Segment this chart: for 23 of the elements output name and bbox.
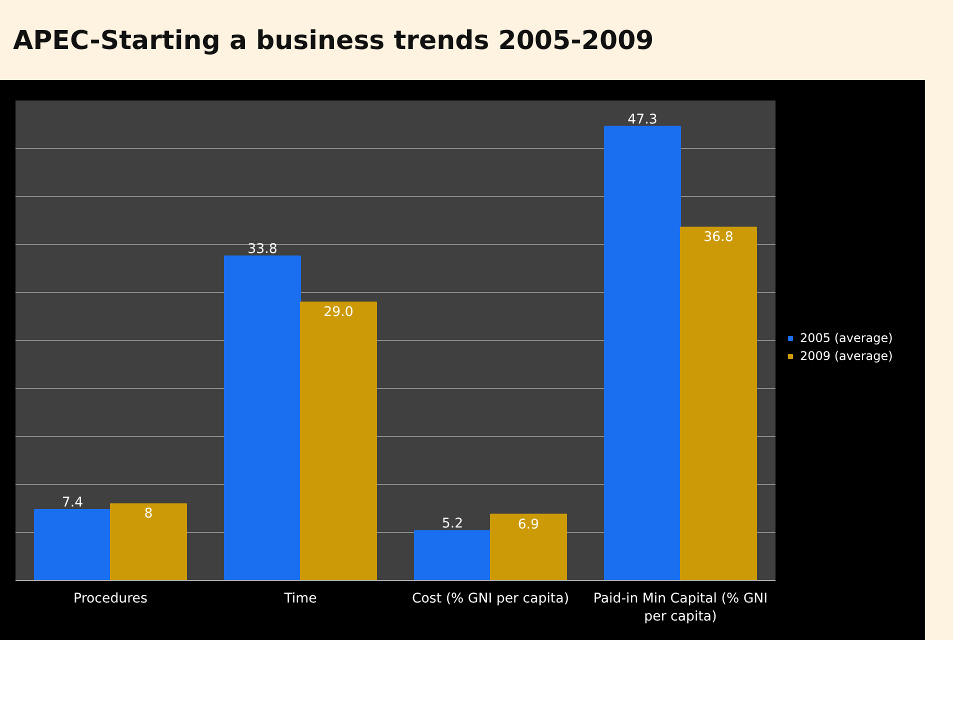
bar xyxy=(680,226,757,580)
data-label: 6.9 xyxy=(518,517,540,532)
data-label: 7.4 xyxy=(62,495,84,510)
data-label: 36.8 xyxy=(704,230,734,246)
bar xyxy=(604,126,681,580)
data-label: 29.0 xyxy=(324,305,354,320)
bar xyxy=(300,302,377,580)
bar xyxy=(224,256,301,580)
data-label: 8 xyxy=(144,506,153,522)
bar xyxy=(490,514,567,580)
legend-label: 2009 (average) xyxy=(800,348,893,362)
chart-title: APEC-Starting a business trends 2005-2009 xyxy=(13,25,654,58)
x-tick-label: Cost (% GNI per capita) xyxy=(412,592,570,606)
data-label: 47.3 xyxy=(628,112,658,128)
x-tick-label: Procedures xyxy=(74,592,148,606)
bar xyxy=(110,503,187,580)
legend-label: 2005 (average) xyxy=(800,330,893,344)
bar xyxy=(414,530,491,580)
x-tick-label: Time xyxy=(283,592,317,606)
bar xyxy=(34,508,111,580)
data-label: 5.2 xyxy=(442,516,464,532)
data-label: 33.8 xyxy=(248,242,278,258)
x-tick-label: Paid-in Min Capital (% GNI per capita) xyxy=(593,592,768,624)
